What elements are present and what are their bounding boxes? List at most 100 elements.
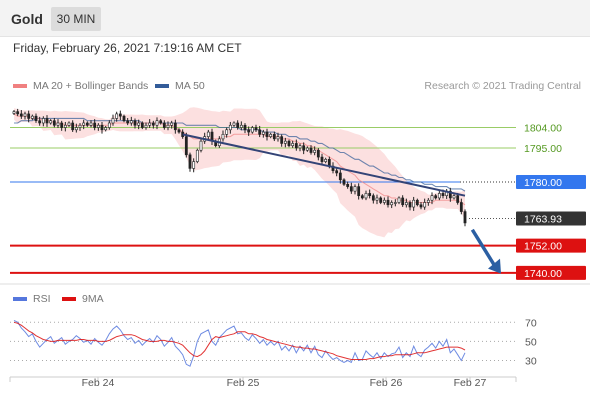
rsi-9ma-line xyxy=(13,321,466,360)
candle-body xyxy=(170,122,174,126)
candle-body xyxy=(144,124,148,128)
candle-body xyxy=(173,122,177,131)
moving-averages xyxy=(13,113,466,206)
candle-body xyxy=(298,145,302,149)
candle-body xyxy=(302,145,306,151)
candle-body xyxy=(419,204,423,208)
candle-body xyxy=(368,193,372,196)
candle-body xyxy=(276,136,280,140)
candle-body xyxy=(151,122,155,126)
rsi-swatch xyxy=(13,297,27,301)
candle-body xyxy=(30,115,34,119)
candle-body xyxy=(221,134,225,140)
candle-body xyxy=(104,127,108,131)
candle-body xyxy=(261,131,265,135)
candle-body xyxy=(265,131,269,137)
candle-body xyxy=(56,122,60,126)
candle-body xyxy=(305,147,309,151)
candle-body xyxy=(357,186,361,196)
candle-body xyxy=(393,202,397,204)
candle-body xyxy=(195,149,199,162)
projection-arrow-shaft xyxy=(470,228,496,266)
candle-body xyxy=(386,199,390,206)
candle-body xyxy=(258,129,262,135)
candle-body xyxy=(382,199,386,203)
candle-body xyxy=(89,122,93,126)
candle-body xyxy=(225,129,229,135)
candle-body xyxy=(239,124,243,128)
candle-body xyxy=(137,122,141,126)
candle-body xyxy=(243,124,247,131)
candle-body xyxy=(316,149,320,158)
candle-body xyxy=(412,199,416,208)
bollinger-bands xyxy=(14,107,465,238)
level-label-1795.00: 1795.00 xyxy=(524,143,562,155)
candle-body xyxy=(379,197,383,203)
candle-body xyxy=(404,202,408,206)
candle-body xyxy=(93,122,97,128)
price-labels: 1804.00 1795.00 1780.00 1763.93 1752.00 1740.… xyxy=(516,123,586,280)
rsi-panel: 70 50 30 xyxy=(10,317,537,367)
candle-body xyxy=(155,120,159,126)
candle-body xyxy=(126,120,130,124)
rsi-tick-70: 70 xyxy=(525,317,537,329)
ma9-swatch xyxy=(62,297,76,301)
candle-body xyxy=(232,122,236,126)
candle-body xyxy=(74,127,78,131)
candle-body xyxy=(115,113,119,119)
candle-body xyxy=(283,140,287,144)
level-tag-1763.93 xyxy=(516,211,586,226)
ma-bb-swatch xyxy=(13,84,27,88)
candle-body xyxy=(415,199,419,206)
x-axis: Feb 24 Feb 25 Feb 26 Feb 27 xyxy=(9,376,517,389)
candle-body xyxy=(254,127,258,131)
level-label-1752.00: 1752.00 xyxy=(524,241,562,253)
candle-body xyxy=(96,124,100,128)
candle-body xyxy=(129,120,133,124)
candle-body xyxy=(272,134,276,140)
candle-body xyxy=(401,197,405,206)
candle-body xyxy=(199,140,203,151)
candle-body xyxy=(184,136,188,156)
candle-body xyxy=(16,111,20,115)
ma50-swatch xyxy=(155,84,169,88)
candle-body xyxy=(434,195,438,199)
candle-body xyxy=(463,211,467,224)
candle-body xyxy=(148,122,152,126)
candle-body xyxy=(19,113,23,117)
instrument-title: Gold xyxy=(11,11,43,27)
candle-body xyxy=(27,113,31,119)
candle-body xyxy=(107,122,111,128)
level-tag-1752.00 xyxy=(516,238,586,253)
candle-body xyxy=(111,118,115,124)
candle-body xyxy=(133,120,137,126)
trend-line xyxy=(182,133,466,197)
candle-body xyxy=(456,195,460,203)
ma9-label: 9MA xyxy=(82,293,104,305)
candle-body xyxy=(23,113,27,117)
candle-body xyxy=(159,120,163,124)
candle-body xyxy=(118,113,122,117)
candle-body xyxy=(60,122,64,128)
ma20-line xyxy=(13,113,466,206)
x-tick-label: Feb 27 xyxy=(454,377,487,389)
candle-body xyxy=(360,195,364,199)
level-tag-1740.00 xyxy=(516,265,586,280)
candle-body xyxy=(140,122,144,128)
candle-body xyxy=(236,122,240,128)
candle-body xyxy=(122,115,126,122)
copyright-text: Research © 2021 Trading Central xyxy=(424,80,581,92)
candle-body xyxy=(280,136,284,144)
candle-body xyxy=(430,195,434,201)
projection-arrow-head xyxy=(488,258,501,274)
candle-body xyxy=(426,199,430,203)
candle-body xyxy=(67,122,71,126)
ma-bb-label: MA 20 + Bollinger Bands xyxy=(33,80,149,92)
timeframe-selector[interactable]: 30 MIN xyxy=(51,7,101,31)
rsi-tick-30: 30 xyxy=(525,355,537,367)
x-tick-label: Feb 24 xyxy=(82,377,115,389)
candle-body xyxy=(287,140,291,147)
candle-body xyxy=(313,149,317,153)
candle-body xyxy=(375,197,379,201)
